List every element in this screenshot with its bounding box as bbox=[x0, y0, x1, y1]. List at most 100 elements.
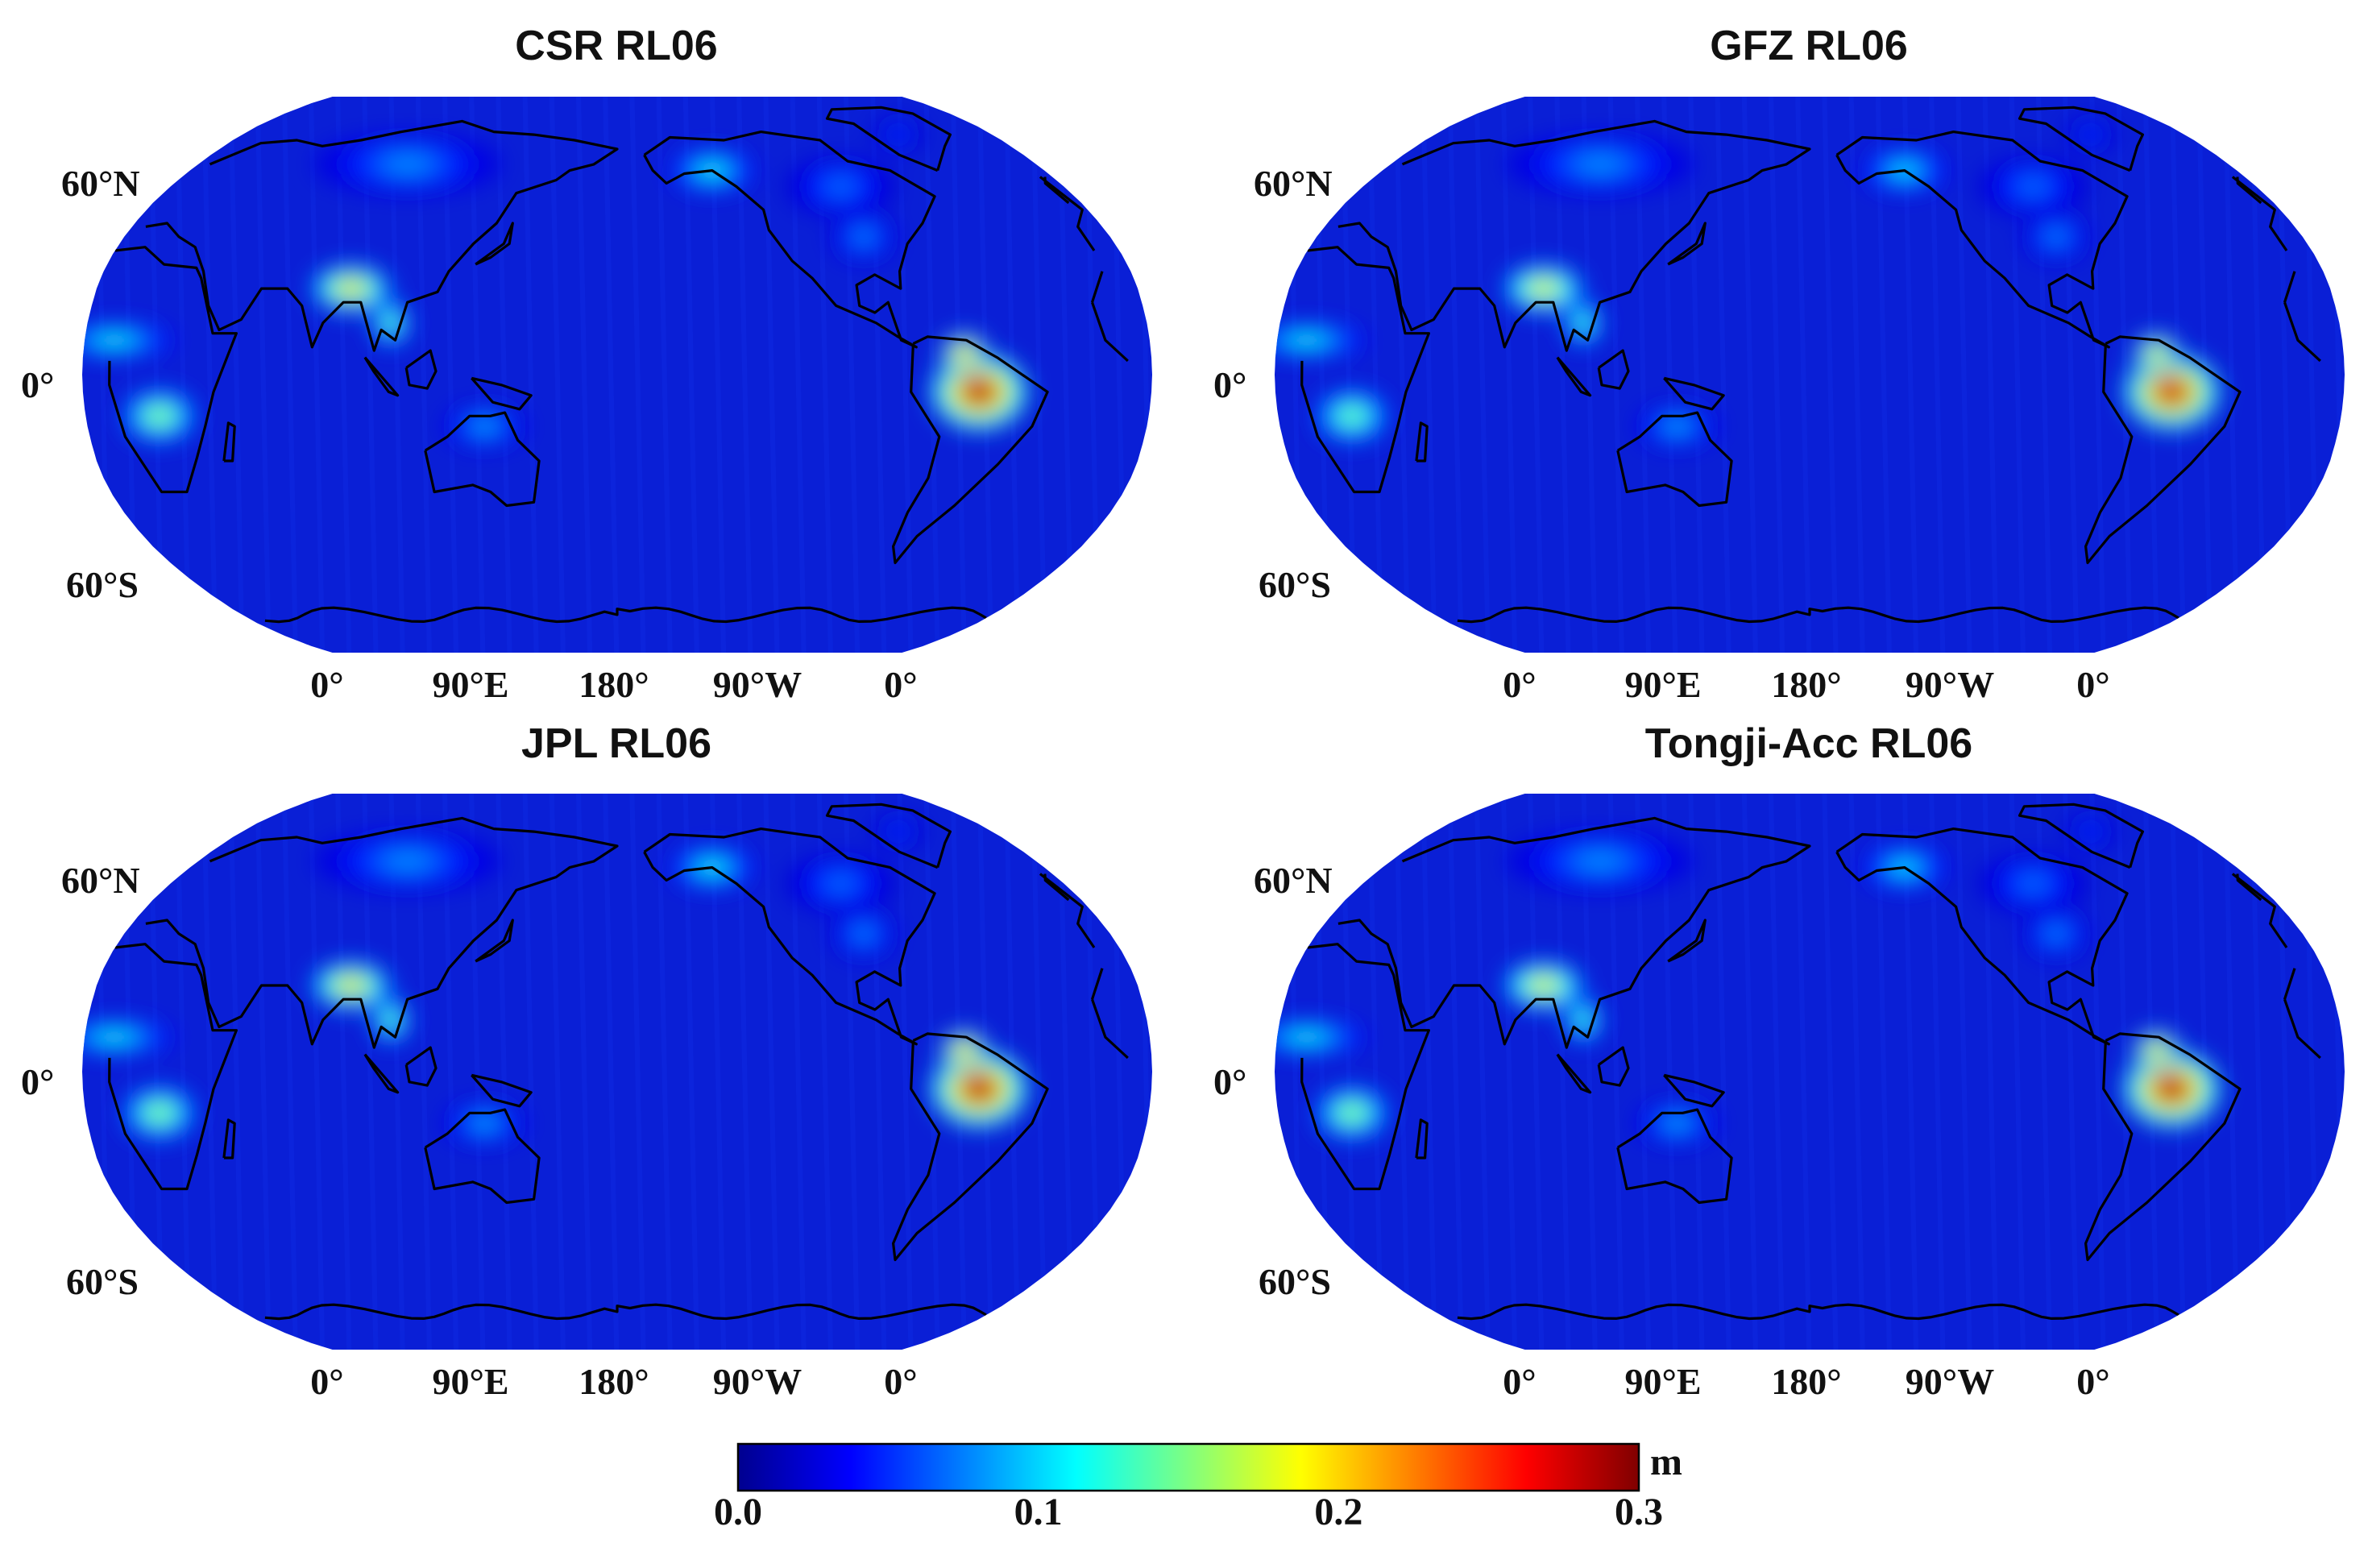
colorbar-tick: 0.1 bbox=[1014, 1491, 1063, 1533]
coastline-africa bbox=[1090, 271, 1104, 303]
stripe-artifact bbox=[175, 794, 192, 1350]
coastline-s-america bbox=[892, 335, 1049, 565]
coastline-n-america bbox=[1835, 131, 2129, 349]
stripe-artifact bbox=[1875, 97, 1892, 653]
coastline-antarctica bbox=[264, 606, 987, 624]
lon-tick-0-left: 0° bbox=[310, 1361, 343, 1402]
panel-title: JPL RL06 bbox=[521, 720, 711, 767]
coastline-africa bbox=[2283, 998, 2321, 1060]
stripe-artifact bbox=[228, 97, 245, 653]
coastline-n-america bbox=[643, 131, 936, 349]
stripe-artifact bbox=[201, 97, 218, 653]
lon-tick-90e: 90°E bbox=[432, 664, 508, 705]
axis-labels: 60°N 0° 60°S 0° 90°E 180° 90°W 0° bbox=[1213, 860, 2110, 1402]
lon-tick-180: 180° bbox=[1771, 1361, 1841, 1402]
coastline-new-guinea bbox=[471, 1073, 533, 1108]
coastline-japan bbox=[475, 919, 514, 963]
lat-tick-60s: 60°S bbox=[66, 1261, 139, 1302]
colorbar-tick: 0.3 bbox=[1615, 1491, 1663, 1533]
coastline-uk bbox=[2236, 176, 2262, 205]
colorbar: 0.0 0.1 0.2 0.3 m bbox=[714, 1441, 1682, 1533]
stripe-artifact bbox=[682, 794, 699, 1350]
coastline-africa bbox=[108, 943, 238, 1191]
lon-tick-0-right: 0° bbox=[884, 664, 917, 705]
stripe-artifact bbox=[469, 97, 486, 653]
panel-csr-rl06: CSR RL06 60°N 0° 60°S 0° 90°E 180° 90°W … bbox=[21, 23, 1152, 705]
hotspot-ganges-brahmaputra bbox=[341, 282, 362, 295]
coastline-madagascar bbox=[222, 421, 236, 463]
stripe-artifact bbox=[1367, 794, 1384, 1350]
hotspot-siberia bbox=[1577, 156, 1624, 172]
stripe-artifact bbox=[603, 794, 620, 1350]
stripe-artifact bbox=[923, 794, 940, 1350]
lat-tick-60n: 60°N bbox=[61, 163, 140, 204]
stripe-artifact bbox=[1420, 794, 1437, 1350]
stripe-artifact bbox=[629, 97, 646, 653]
hotspot-us-midwest bbox=[855, 230, 873, 243]
coastline-sumatra bbox=[363, 356, 400, 397]
hotspot-us-midwest bbox=[855, 927, 873, 940]
coastline-madagascar bbox=[222, 1118, 236, 1159]
stripe-artifact bbox=[496, 97, 512, 653]
coastline-uk bbox=[2236, 873, 2262, 902]
coastline-new-guinea bbox=[1663, 1073, 1725, 1108]
coastline-eurasia bbox=[1039, 176, 1096, 251]
map-area bbox=[82, 794, 1152, 1350]
lat-tick-60s: 60°S bbox=[1259, 564, 1331, 605]
lat-tick-60s: 60°S bbox=[1259, 1261, 1331, 1302]
stripe-artifact bbox=[763, 97, 780, 653]
stripe-artifact bbox=[1420, 97, 1437, 653]
stripe-artifact bbox=[335, 794, 352, 1350]
coastline-eurasia bbox=[1039, 873, 1096, 948]
stripe-artifact bbox=[228, 794, 245, 1350]
lat-tick-60s: 60°S bbox=[66, 564, 139, 605]
map-content bbox=[1275, 97, 2345, 653]
lon-tick-180: 180° bbox=[1771, 664, 1841, 705]
stripe-artifact bbox=[201, 794, 218, 1350]
stripe-artifact bbox=[897, 794, 914, 1350]
coastline-japan bbox=[475, 222, 514, 266]
hotspot-northern-australia bbox=[474, 1118, 496, 1129]
hotspot-northern-australia bbox=[474, 421, 496, 432]
coastline-greenland bbox=[825, 106, 952, 172]
lon-tick-90w: 90°W bbox=[1906, 1361, 1994, 1402]
hotspot-ganges-brahmaputra bbox=[1533, 282, 1554, 295]
lon-tick-0-right: 0° bbox=[2076, 1361, 2109, 1402]
hotspot-siberia bbox=[384, 156, 431, 172]
panel-tongji-acc-rl06: Tongji-Acc RL06 60°N 0° 60°S 0° 90°E 180… bbox=[1213, 720, 2345, 1402]
coastline-africa bbox=[1300, 246, 1430, 494]
stripe-artifact bbox=[629, 794, 646, 1350]
hotspot-greenland bbox=[2084, 130, 2097, 139]
stripe-artifact bbox=[603, 97, 620, 653]
coastline-africa bbox=[1090, 968, 1104, 1000]
coastline-borneo bbox=[1597, 349, 1630, 390]
coastline-borneo bbox=[404, 1046, 438, 1087]
coastline-africa bbox=[1090, 301, 1129, 363]
panel-title: GFZ RL06 bbox=[1710, 23, 1908, 69]
lon-tick-180: 180° bbox=[579, 1361, 649, 1402]
stripe-artifact bbox=[1848, 97, 1865, 653]
stripe-artifact bbox=[1528, 794, 1545, 1350]
stripe-artifact bbox=[1661, 794, 1678, 1350]
axis-labels: 60°N 0° 60°S 0° 90°E 180° 90°W 0° bbox=[1213, 163, 2110, 705]
hotspot-northern-australia bbox=[1666, 1118, 1688, 1129]
stripe-artifact bbox=[1367, 97, 1384, 653]
axis-labels: 60°N 0° 60°S 0° 90°E 180° 90°W 0° bbox=[21, 860, 918, 1402]
coastline-s-america bbox=[2084, 1032, 2242, 1262]
panel-gfz-rl06: GFZ RL06 60°N 0° 60°S 0° 90°E 180° 90°W … bbox=[1213, 23, 2345, 705]
hotspot-greenland bbox=[2084, 827, 2097, 836]
stripe-artifact bbox=[2089, 794, 2106, 1350]
stripe-artifact bbox=[1688, 97, 1705, 653]
coastline-antarctica bbox=[264, 1303, 987, 1321]
stripe-artifact bbox=[1848, 794, 1865, 1350]
coastline-antarctica bbox=[1457, 606, 2179, 624]
lon-tick-0-left: 0° bbox=[1503, 664, 1536, 705]
coastline-madagascar bbox=[1415, 421, 1429, 463]
stripe-artifact bbox=[1447, 794, 1464, 1350]
stripe-artifact bbox=[1394, 97, 1411, 653]
lon-tick-0-right: 0° bbox=[884, 1361, 917, 1402]
coastline-greenland bbox=[825, 803, 952, 869]
stripe-artifact bbox=[1528, 97, 1545, 653]
stripe-artifact bbox=[281, 97, 298, 653]
coastline-uk bbox=[1043, 176, 1070, 205]
